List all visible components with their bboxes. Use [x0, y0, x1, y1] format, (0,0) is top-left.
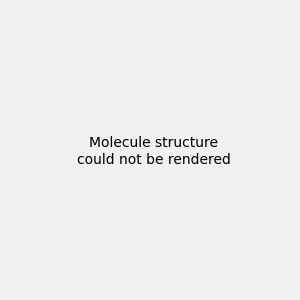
Text: Molecule structure
could not be rendered: Molecule structure could not be rendered: [77, 136, 231, 166]
